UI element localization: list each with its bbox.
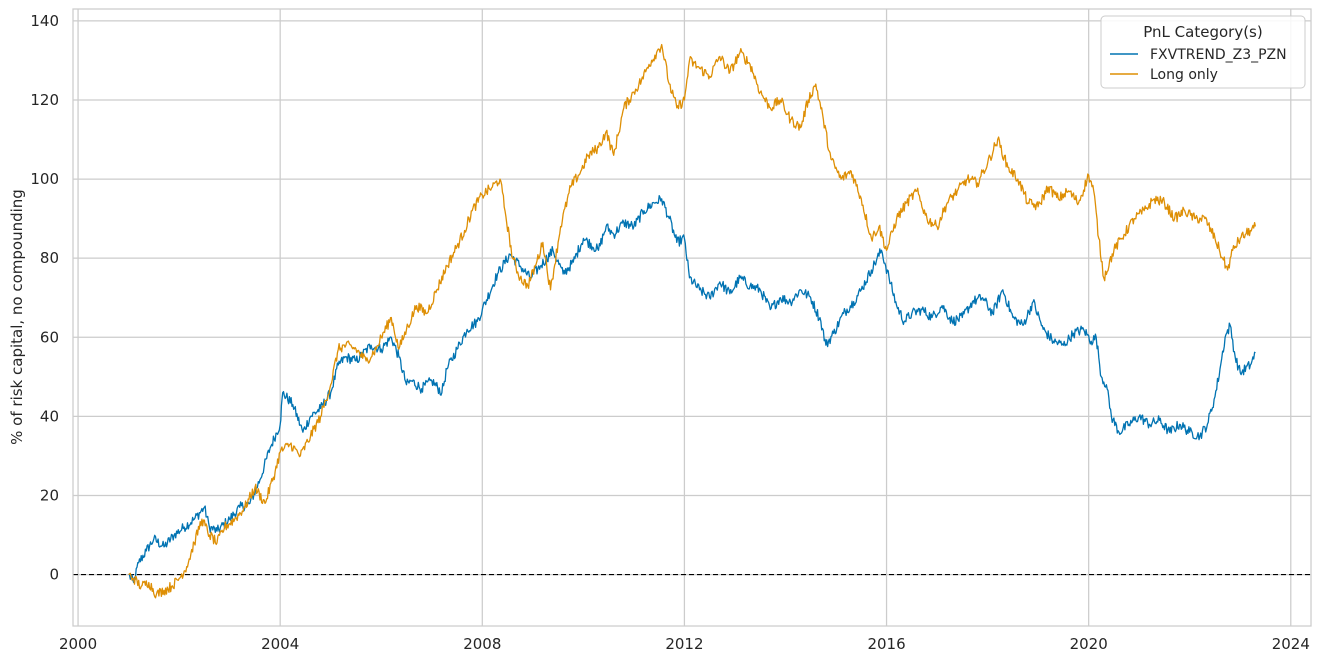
legend-label-long-only: Long only [1150,67,1218,83]
y-tick-label: 60 [40,328,59,346]
y-tick-label: 140 [30,12,59,30]
x-tick-label: 2008 [463,635,501,653]
y-tick-label: 100 [30,170,59,188]
x-tick-labels: 2000 2004 2008 2012 2016 2020 2024 [59,635,1310,653]
series-line-fxvtrend [128,195,1256,584]
legend-box [1100,15,1306,89]
x-tick-label: 2020 [1070,635,1108,653]
series-line-long-only [128,43,1257,599]
y-tick-label: 80 [40,249,59,267]
legend-label-fxvtrend: FXVTREND_Z3_PZN [1150,47,1287,63]
plot-frame [72,8,1312,627]
x-tick-label: 2012 [665,635,703,653]
y-axis-label: % of risk capital, no compounding [8,189,26,445]
y-tick-label: 120 [30,91,59,109]
x-tick-label: 2016 [867,635,905,653]
x-tick-label: 2000 [59,635,97,653]
legend-title: PnL Category(s) [1143,23,1262,41]
x-tick-label: 2004 [261,635,299,653]
y-tick-labels: 0 20 40 60 80 100 120 140 [30,12,59,584]
y-tick-label: 0 [49,566,59,584]
x-tick-label: 2024 [1272,635,1310,653]
legend: PnL Category(s) FXVTREND_Z3_PZN Long onl… [1100,15,1306,89]
series-lines [128,43,1257,599]
grid-lines [73,9,1311,626]
y-tick-label: 20 [40,486,59,504]
y-tick-label: 40 [40,407,59,425]
